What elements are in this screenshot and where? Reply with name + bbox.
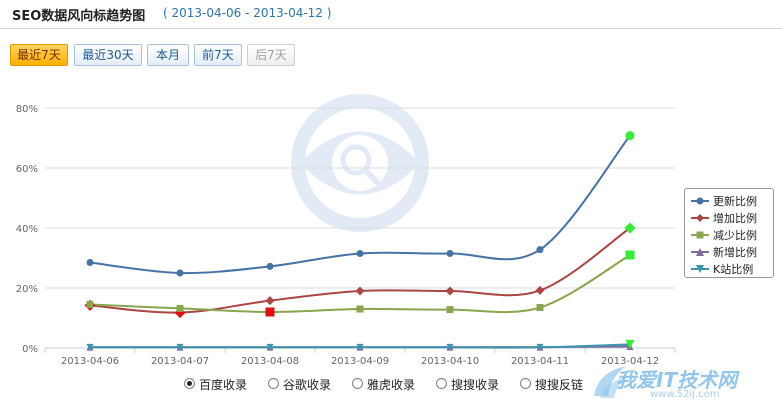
source-label: 搜搜收录 — [451, 378, 500, 392]
source-label: 百度收录 — [199, 378, 248, 392]
header: SEO数据风向标趋势图 ( 2013-04-06 - 2013-04-12 ) — [0, 0, 782, 26]
watermark-url: www.52ij.com — [650, 389, 720, 400]
data-point — [356, 305, 364, 313]
previous-7-days-button[interactable]: 前7天 — [194, 44, 242, 66]
series-markers — [84, 131, 636, 351]
x-axis: 2013-04-06 2013-04-07 2013-04-08 2013-04-09… — [44, 348, 676, 365]
data-point — [445, 286, 455, 296]
last-30-days-button[interactable]: 最近30天 — [74, 44, 142, 66]
y-axis: 0% 20% 40% 60% 80% — [16, 104, 38, 355]
data-point — [266, 262, 274, 270]
y-tick-label: 40% — [16, 224, 38, 235]
x-tick-label: 2013-04-11 — [511, 356, 569, 365]
page-title: SEO数据风向标趋势图 — [12, 9, 146, 24]
data-point — [625, 250, 635, 260]
y-tick-label: 0% — [22, 344, 38, 355]
date-range: ( 2013-04-06 - 2013-04-12 ) — [163, 6, 332, 20]
data-point — [265, 307, 275, 317]
radio-icon[interactable] — [436, 378, 447, 389]
data-point — [624, 222, 636, 234]
data-point — [176, 343, 184, 351]
source-selector: 百度收录 谷歌收录 雅虎收录 搜搜收录 搜搜反链 — [0, 376, 782, 396]
this-month-button[interactable]: 本月 — [147, 44, 189, 66]
x-tick-label: 2013-04-07 — [151, 356, 209, 365]
series-line — [89, 254, 631, 314]
next-7-days-button: 后7天 — [247, 44, 295, 66]
y-tick-label: 60% — [16, 164, 38, 175]
data-point — [536, 246, 544, 254]
data-point — [625, 131, 635, 141]
data-point — [536, 304, 544, 311]
source-label: 谷歌收录 — [283, 378, 332, 392]
data-point — [355, 286, 365, 296]
watermark-text: 我爱IT技术网 — [616, 368, 738, 392]
data-point — [356, 250, 364, 257]
data-point — [535, 285, 545, 295]
source-label: 雅虎收录 — [367, 378, 416, 392]
data-point — [356, 343, 364, 351]
site-watermark: 我爱IT技术网 www.52ij.com — [590, 360, 770, 404]
data-point — [625, 339, 635, 349]
series-line — [89, 227, 631, 314]
data-point — [176, 269, 184, 277]
data-point — [266, 343, 274, 351]
legend-label: 更新比例 — [713, 195, 757, 208]
legend-label: 减少比例 — [713, 229, 757, 242]
x-tick-label: 2013-04-08 — [241, 356, 299, 365]
last-7-days-button[interactable]: 最近7天 — [10, 44, 68, 66]
legend-label: 增加比例 — [713, 212, 757, 225]
x-tick-label: 2013-04-06 — [61, 356, 119, 365]
x-tick-label: 2013-04-09 — [331, 356, 389, 365]
radio-icon[interactable] — [268, 378, 279, 389]
chart-watermark-logo — [291, 94, 429, 232]
data-point — [86, 259, 94, 266]
y-tick-label: 20% — [16, 284, 38, 295]
x-tick-label: 2013-04-12 — [601, 356, 659, 365]
source-label: 搜搜反链 — [535, 378, 584, 392]
y-tick-label: 80% — [16, 104, 38, 115]
data-point — [446, 250, 454, 257]
radio-icon[interactable] — [352, 378, 363, 389]
data-point — [446, 306, 454, 314]
data-point — [86, 343, 94, 351]
data-point — [176, 304, 184, 312]
radio-icon[interactable] — [520, 378, 531, 389]
data-point — [265, 296, 275, 306]
trend-chart: 0%20%40%60%80% 2013-04-06 2013-04-07 2013-… — [16, 94, 676, 365]
wing-logo-icon — [594, 366, 628, 398]
data-point — [536, 343, 544, 351]
header-divider — [0, 28, 782, 29]
data-point — [446, 343, 454, 351]
data-point — [86, 301, 94, 308]
chart-legend: 更新比例 增加比例 减少比例 新增比例 K站比例 — [684, 188, 774, 278]
x-tick-label: 2013-04-10 — [421, 356, 479, 365]
radio-selected-icon[interactable] — [184, 378, 195, 389]
legend-label: K站比例 — [713, 263, 754, 276]
legend-label: 新增比例 — [713, 246, 757, 259]
